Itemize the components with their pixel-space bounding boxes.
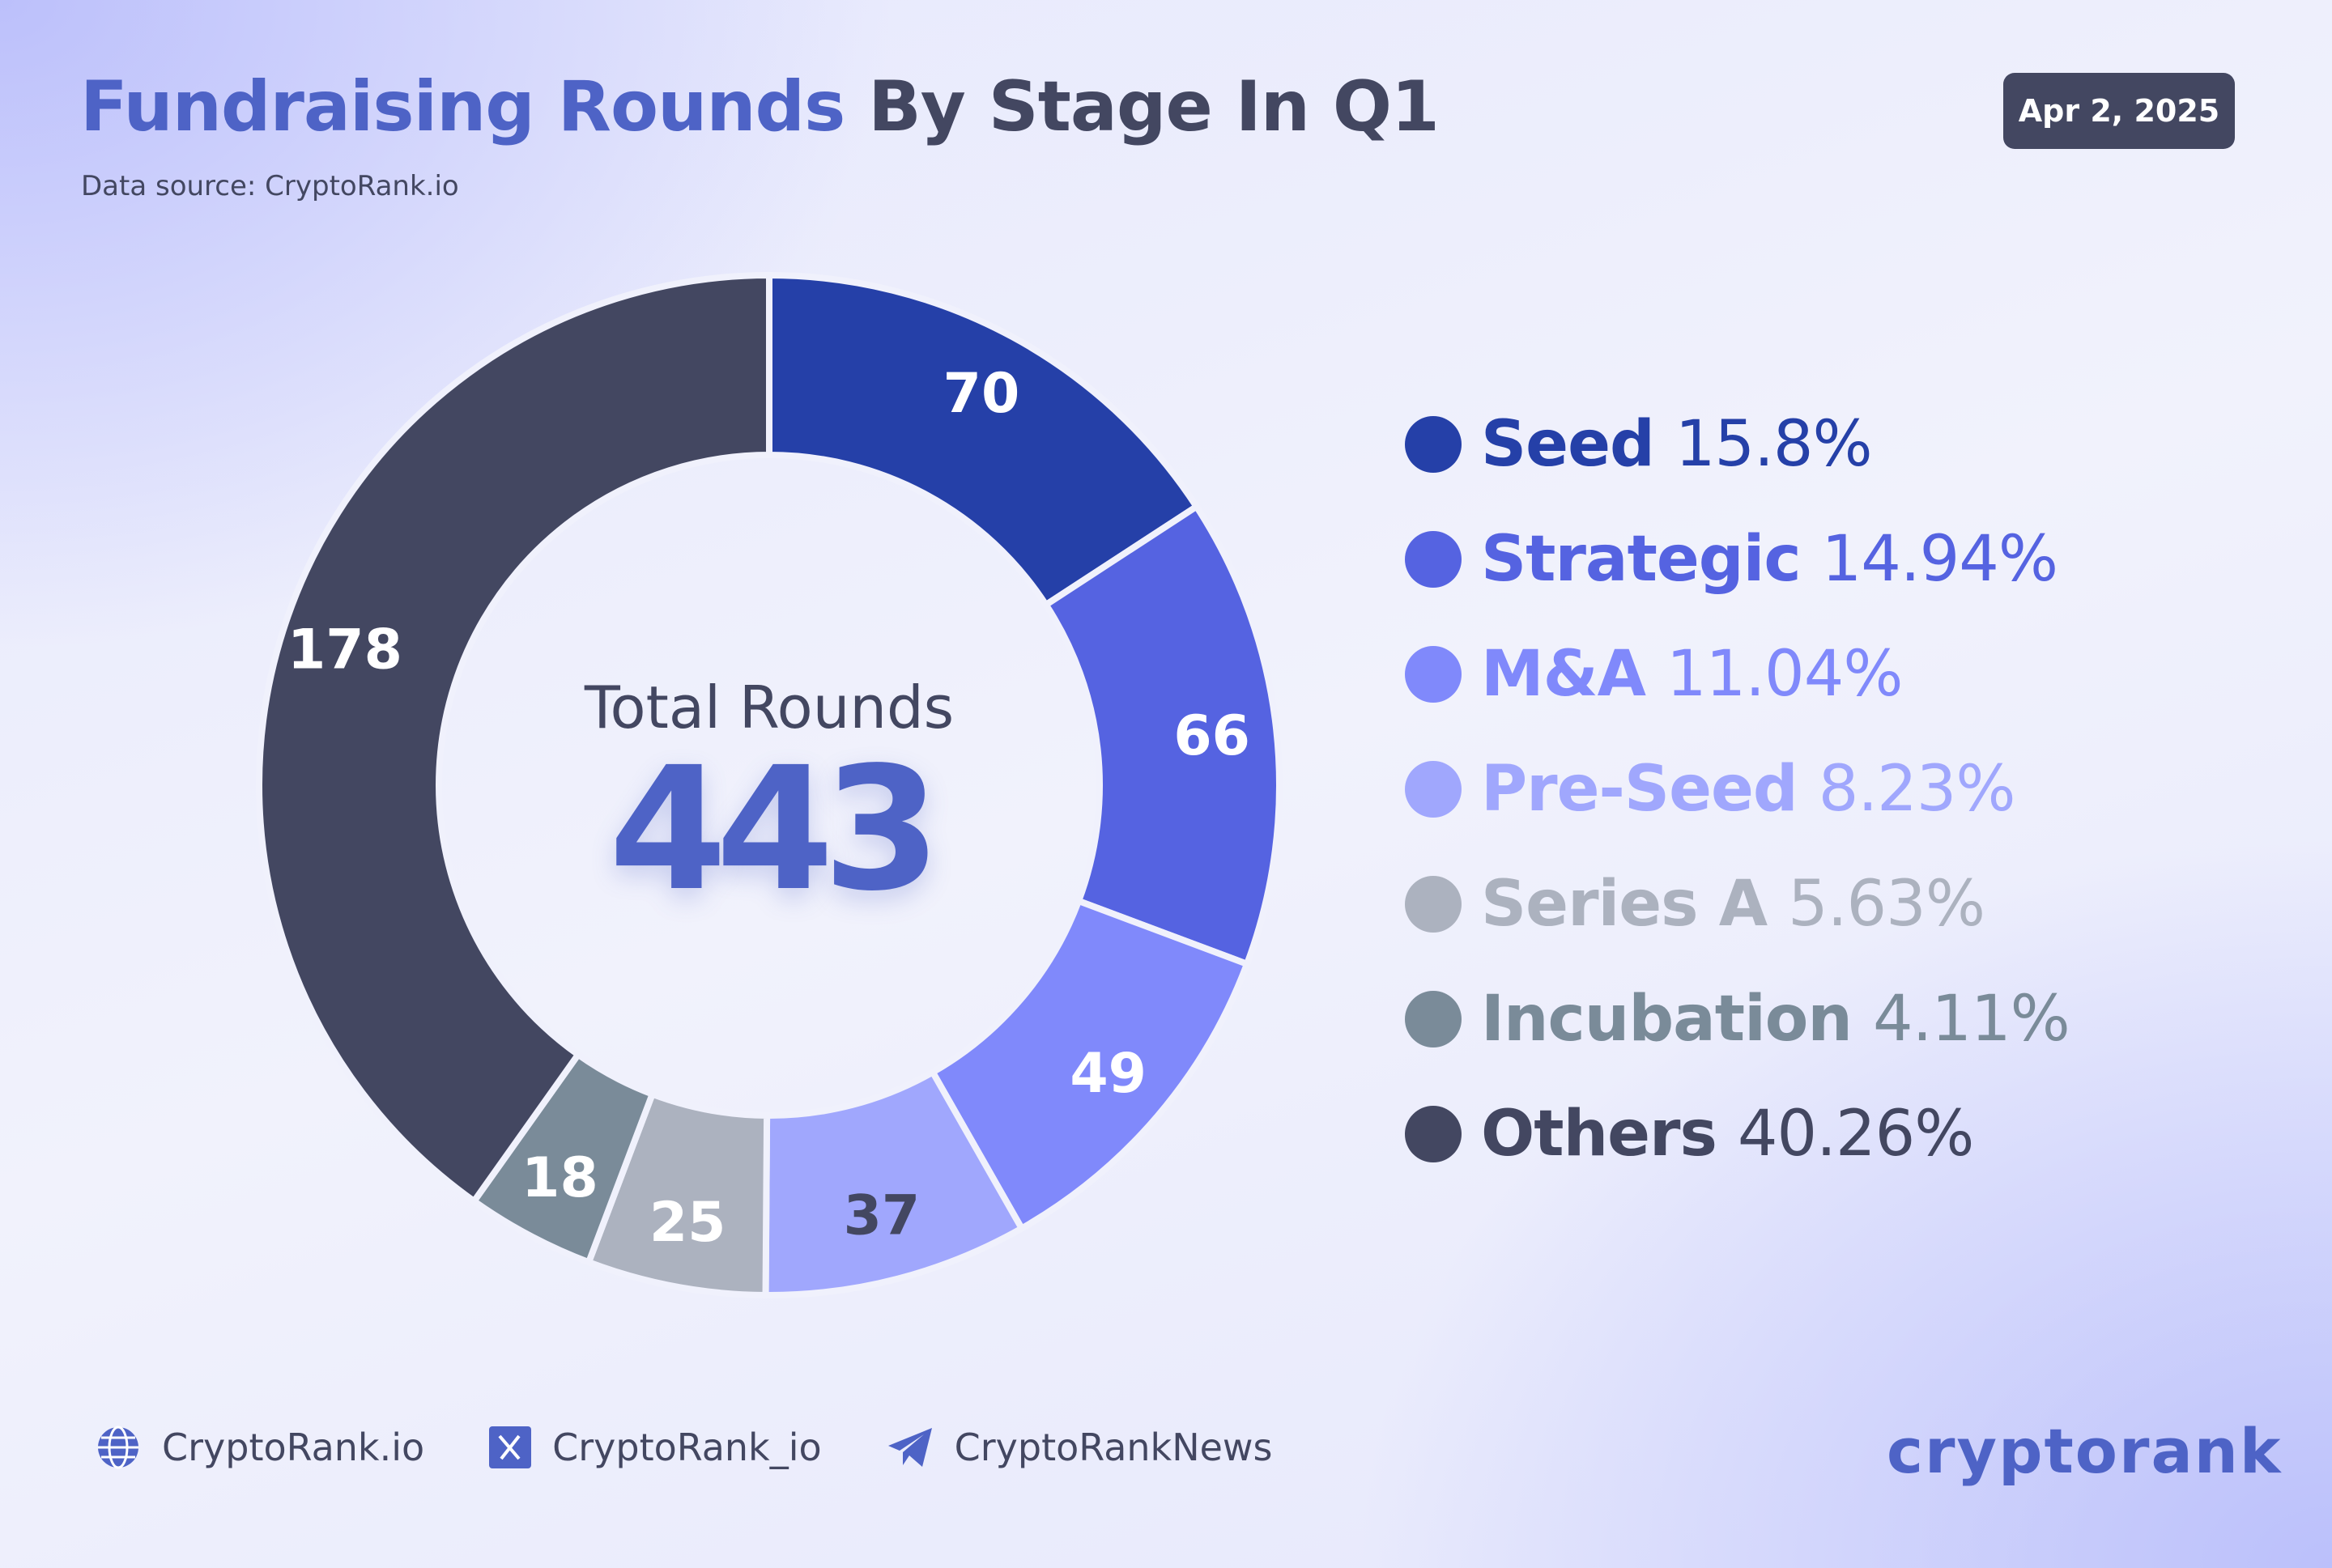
legend-percent: 4.11% — [1872, 983, 2070, 1056]
telegram-link[interactable]: CryptoRankNews — [887, 1426, 1273, 1469]
legend-percent: 40.26% — [1737, 1098, 1974, 1171]
telegram-text: CryptoRankNews — [954, 1426, 1273, 1469]
telegram-icon — [887, 1428, 932, 1467]
legend-item-series-a: Series A 5.63% — [1405, 847, 2070, 962]
slice-label-seed: 70 — [943, 362, 1020, 426]
slice-label-series-a: 25 — [649, 1191, 726, 1255]
legend-swatch — [1405, 761, 1462, 818]
legend-item-others: Others 40.26% — [1405, 1077, 2070, 1192]
chart-title: Fundraising Rounds By Stage In Q1 — [80, 66, 1440, 147]
center-label: Total Rounds — [584, 674, 955, 742]
center-total-value: 443 — [608, 730, 941, 928]
donut-slices — [256, 271, 1283, 1299]
data-source: Data source: CryptoRank.io — [81, 170, 459, 202]
legend-label: Series A — [1481, 868, 1768, 941]
cryptorank-logo: cryptorank — [1887, 1415, 2283, 1487]
legend-percent: 5.63% — [1788, 868, 1985, 941]
legend-label: M&A — [1481, 638, 1646, 711]
slice-label-m-a: 49 — [1070, 1042, 1147, 1106]
legend-swatch — [1405, 416, 1462, 473]
legend-swatch — [1405, 991, 1462, 1047]
slice-label-pre-seed: 37 — [844, 1184, 921, 1248]
slice-label-strategic: 66 — [1173, 704, 1250, 768]
legend-label: Others — [1481, 1098, 1717, 1171]
footer-links: CryptoRank.io CryptoRank_io CryptoRankNe… — [96, 1425, 1338, 1470]
legend-label: Strategic — [1481, 523, 1802, 596]
slice-seed — [766, 271, 1202, 610]
x-logo-icon — [489, 1426, 532, 1468]
legend-swatch — [1405, 876, 1462, 933]
legend-swatch — [1405, 1106, 1462, 1162]
legend-percent: 14.94% — [1821, 523, 2058, 596]
globe-icon — [98, 1426, 138, 1469]
legend-label: Incubation — [1481, 983, 1853, 1056]
slice-label-others: 178 — [287, 618, 402, 682]
website-text: CryptoRank.io — [162, 1426, 425, 1469]
slice-label-incubation: 18 — [521, 1146, 598, 1210]
slice-strategic — [1041, 502, 1283, 968]
legend-percent: 8.23% — [1818, 753, 2016, 826]
legend-percent: 15.8% — [1675, 408, 1873, 481]
legend-label: Pre-Seed — [1481, 753, 1798, 826]
donut-chart: 70 66 49 37 25 18 178 — [256, 271, 1283, 1299]
legend-item-m-a: M&A 11.04% — [1405, 617, 2070, 732]
donut-value-labels: 70 66 49 37 25 18 178 — [287, 362, 1250, 1255]
legend-label: Seed — [1481, 408, 1655, 481]
legend-percent: 11.04% — [1666, 638, 1903, 711]
legend-item-incubation: Incubation 4.11% — [1405, 962, 2070, 1077]
x-link[interactable]: CryptoRank_io — [489, 1426, 822, 1469]
title-rest: By Stage In Q1 — [868, 66, 1440, 147]
slice-others — [256, 271, 772, 1206]
legend-item-strategic: Strategic 14.94% — [1405, 502, 2070, 617]
website-link[interactable]: CryptoRank.io — [96, 1425, 424, 1470]
legend-item-pre-seed: Pre-Seed 8.23% — [1405, 732, 2070, 847]
x-handle-text: CryptoRank_io — [552, 1426, 822, 1469]
legend: Seed 15.8% Strategic 14.94% M&A 11.04% Pre-See… — [1405, 387, 2070, 1192]
legend-swatch — [1405, 646, 1462, 703]
title-accent: Fundraising Rounds — [80, 66, 845, 147]
legend-item-seed: Seed 15.8% — [1405, 387, 2070, 502]
date-badge: Apr 2, 2025 — [2003, 73, 2235, 149]
legend-swatch — [1405, 531, 1462, 588]
